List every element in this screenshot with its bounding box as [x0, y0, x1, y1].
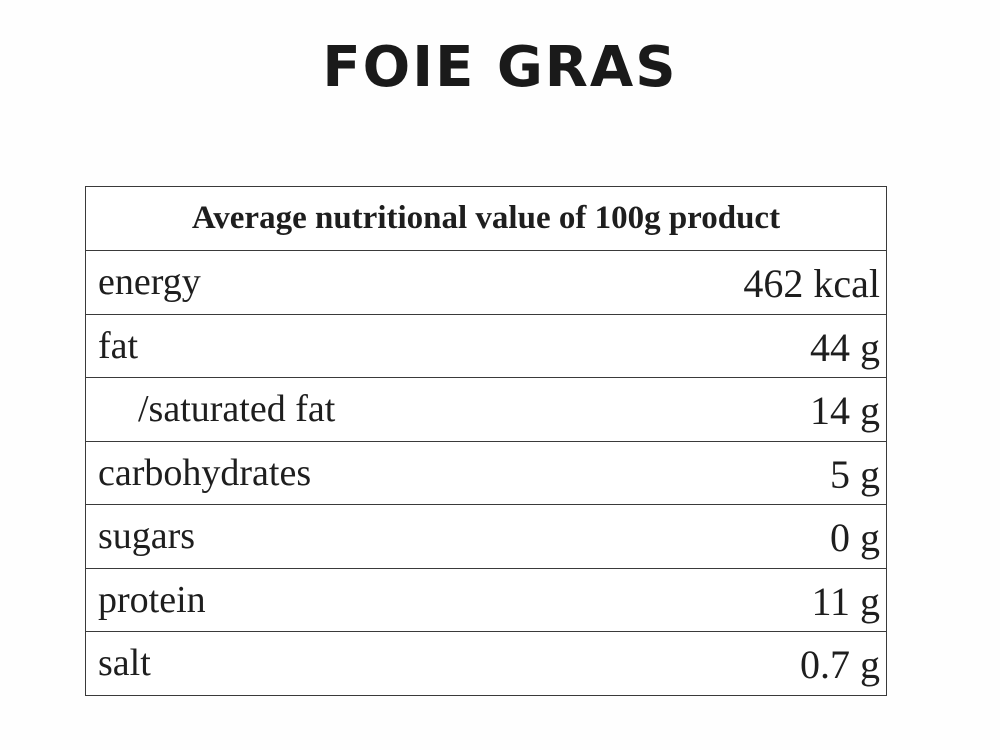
nutrient-label: /saturated fat	[138, 388, 336, 430]
nutrient-label: carbohydrates	[98, 451, 312, 494]
nutrient-value: 44 g	[810, 324, 880, 370]
nutrient-value: 5 g	[830, 451, 880, 497]
nutrient-value: 0 g	[830, 515, 880, 560]
table-row-energy: energy 462 kcal	[86, 250, 886, 314]
table-header: Average nutritional value of 100g produc…	[191, 200, 781, 236]
nutrient-label: protein	[98, 578, 206, 621]
table-row-carbohydrates: carbohydrates 5 g	[86, 440, 886, 505]
table-row-salt: salt 0.7 g	[86, 631, 886, 695]
nutrient-label: sugars	[98, 515, 196, 557]
table-row-saturated-fat: /saturated fat 14 g	[86, 377, 886, 441]
table-header-row: Average nutritional value of 100g produc…	[86, 187, 886, 250]
nutrient-value: 14 g	[810, 388, 880, 433]
table-row-fat: fat 44 g	[86, 313, 886, 378]
nutrient-value: 0.7 g	[800, 642, 880, 687]
nutrient-value: 11 g	[811, 578, 880, 624]
nutrient-label: energy	[98, 261, 201, 303]
table-row-sugars: sugars 0 g	[86, 504, 886, 568]
nutrient-label: salt	[98, 642, 151, 684]
nutrient-label: fat	[98, 324, 139, 367]
nutrient-value: 462 kcal	[743, 261, 880, 306]
nutrition-table: Average nutritional value of 100g produc…	[85, 186, 887, 696]
product-title: FOIE GRAS	[322, 35, 678, 100]
table-row-protein: protein 11 g	[86, 567, 886, 632]
